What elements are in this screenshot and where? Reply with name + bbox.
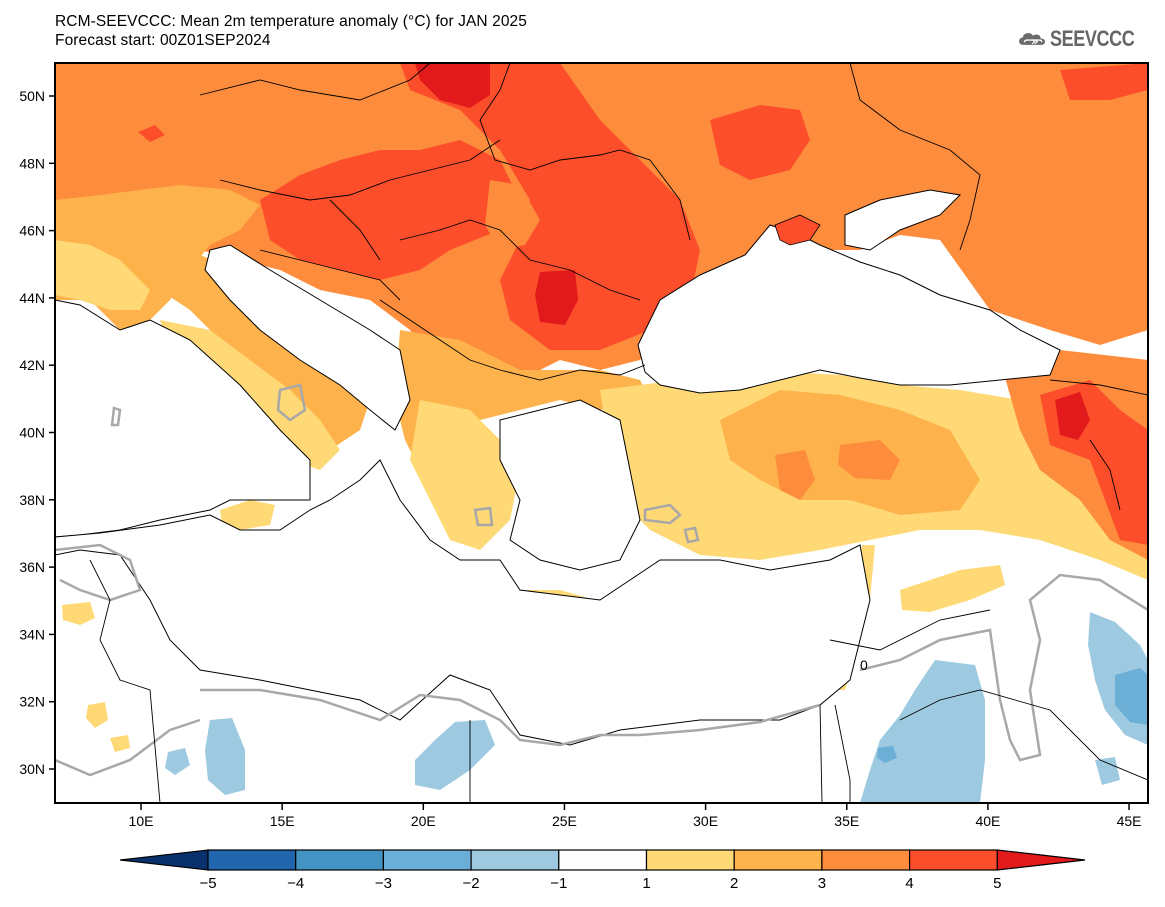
- zero-contour-africa: [55, 543, 821, 777]
- lon-tick-label: 45E: [1117, 813, 1142, 829]
- colorbar-extend-high: [996, 849, 1086, 871]
- anomaly-region-4to5-ukraine-west: [710, 105, 810, 180]
- sea-of-azov: [844, 189, 962, 251]
- lon-tick-label: 25E: [552, 813, 577, 829]
- lat-tick-label: 36N: [19, 559, 45, 575]
- anomaly-region-2to3-balkans: [395, 330, 650, 470]
- longitude-axis: 10E 15E 20E 25E 30E 35E 40E 45E: [129, 803, 1142, 829]
- anomaly-region-4to5-poland: [400, 63, 700, 350]
- anomaly-region-4to5-central: [260, 140, 520, 280]
- zero-contour-turkey: [643, 503, 700, 544]
- anomaly-region-neg1to2-jordan: [860, 660, 985, 803]
- seevccc-logo: SEEVCCC: [1018, 22, 1153, 56]
- anomaly-region-neg2to3-iraq: [1115, 668, 1148, 725]
- anomaly-region-neg1to2-egypt: [415, 720, 495, 790]
- zero-contour-sardinia: [110, 406, 122, 427]
- colorbar-bin: [645, 849, 735, 871]
- anomaly-region-1to2-algeria-b: [110, 735, 130, 752]
- black-sea: [637, 224, 1061, 394]
- lat-tick-label: 30N: [19, 761, 45, 777]
- colorbar-label: 2: [730, 875, 738, 892]
- lat-tick-label: 38N: [19, 492, 45, 508]
- lat-tick-label: 50N: [19, 88, 45, 104]
- colorbar-bin: [733, 849, 823, 871]
- chart-title: RCM-SEEVCCC: Mean 2m temperature anomaly…: [55, 13, 527, 30]
- anomaly-region-over5-romania: [535, 270, 578, 325]
- anomaly-region-neg1to2-libya-b: [165, 748, 190, 775]
- colorbar-bin: [382, 849, 472, 871]
- zero-contour-italy: [276, 383, 307, 422]
- colorbar-bin: [470, 849, 560, 871]
- lon-tick-label: 40E: [975, 813, 1000, 829]
- colorbar-label: −5: [199, 875, 216, 892]
- forecast-start: Forecast start: 00Z01SEP2024: [55, 32, 271, 49]
- lat-tick-label: 42N: [19, 357, 45, 373]
- anomaly-region-2to3-italy: [150, 250, 370, 450]
- zero-contour-greece: [473, 506, 494, 527]
- map-field: 0: [55, 63, 1148, 803]
- anomaly-region-1to2-sicily: [220, 500, 275, 530]
- anomaly-region-neg2to3-jordan: [877, 746, 897, 763]
- anomaly-region-1to2-tunisia: [62, 602, 95, 625]
- anomaly-region-3to4-romania-inner: [485, 180, 540, 250]
- adriatic-sea: [204, 244, 411, 431]
- colorbar-bin: [821, 849, 911, 871]
- lat-tick-label: 44N: [19, 290, 45, 306]
- anomaly-region-1to2-algeria: [86, 702, 108, 728]
- lat-tick-label: 32N: [19, 694, 45, 710]
- zero-contour-label: 0: [860, 657, 868, 673]
- anomaly-region-over5-poland: [415, 63, 490, 108]
- colorbar-label: −2: [463, 875, 480, 892]
- anomaly-region-1to2-syria: [900, 565, 1005, 612]
- colorbar: −5 −4 −3 −2 −1 1 2 3 4 5: [119, 849, 1086, 892]
- crimea-land: [774, 214, 821, 246]
- colorbar-label: 4: [905, 875, 913, 892]
- colorbar-label: −3: [375, 875, 392, 892]
- colorbar-label: 1: [642, 875, 650, 892]
- anomaly-region-neg1to2-iraq-b: [1095, 757, 1120, 785]
- anomaly-region-1to2-italy: [55, 240, 150, 310]
- colorbar-bin: [207, 849, 297, 871]
- lat-tick-label: 40N: [19, 425, 45, 441]
- country-borders: [89, 63, 1148, 803]
- anomaly-region-4to5-west: [138, 125, 165, 142]
- anomaly-region-1to2-greece: [410, 400, 520, 550]
- lon-tick-label: 10E: [129, 813, 154, 829]
- colorbar-label: −1: [550, 875, 567, 892]
- zero-contour-middle-east: [859, 573, 1148, 762]
- lon-tick-label: 30E: [693, 813, 718, 829]
- colorbar-bin: [295, 849, 385, 871]
- colorbar-extend-low: [119, 849, 209, 871]
- lat-tick-label: 46N: [19, 223, 45, 239]
- cloud-icon: [1019, 33, 1045, 45]
- anomaly-region-3to4-turkey-a: [775, 450, 815, 500]
- logo-text: SEEVCCC: [1050, 26, 1135, 51]
- colorbar-label: 5: [993, 875, 1001, 892]
- aegean-sea: [499, 399, 641, 571]
- colorbar-bin: [908, 849, 998, 871]
- lon-tick-label: 15E: [270, 813, 295, 829]
- lat-tick-label: 48N: [19, 155, 45, 171]
- chart-title-block: RCM-SEEVCCC: Mean 2m temperature anomaly…: [55, 12, 527, 50]
- latitude-axis: 50N 48N 46N 44N 42N 40N 38N 36N 34N 32N 30N: [19, 88, 55, 777]
- colorbar-label: 3: [818, 875, 826, 892]
- anomaly-region-neg1to2-libya: [205, 718, 245, 795]
- lat-tick-label: 34N: [19, 626, 45, 642]
- lon-tick-label: 20E: [411, 813, 436, 829]
- colorbar-bin: [558, 849, 648, 871]
- anomaly-region-over5-east: [1055, 392, 1090, 440]
- central-mediterranean: [55, 459, 871, 746]
- anomaly-region-4to5-ne: [1060, 63, 1148, 100]
- colorbar-label: −4: [287, 875, 304, 892]
- anomaly-region-3to4-turkey-b: [838, 440, 900, 480]
- lon-tick-label: 35E: [834, 813, 859, 829]
